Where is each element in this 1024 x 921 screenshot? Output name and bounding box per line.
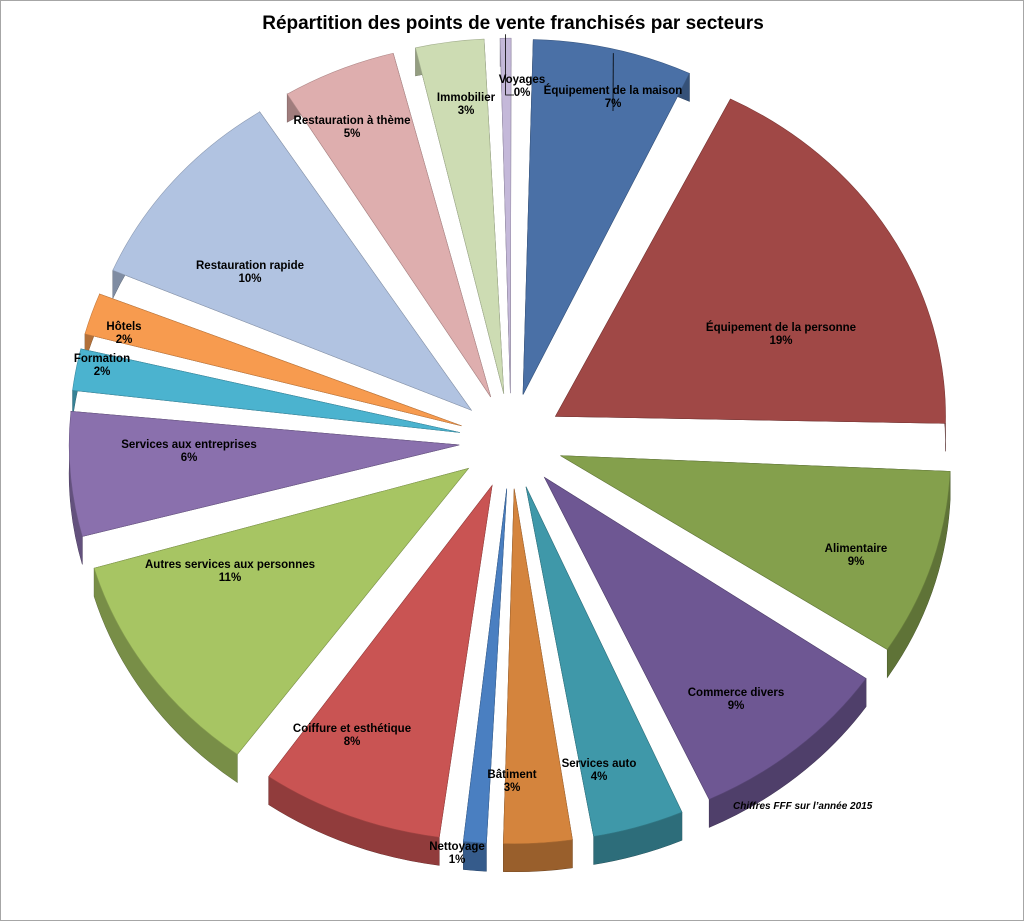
- slice-rim-7: [268, 776, 440, 866]
- slice-label: Services aux entreprises: [121, 439, 257, 451]
- slice-services-aux-entreprises: [68, 411, 460, 537]
- chart-title: Répartition des points de vente franchis…: [262, 13, 764, 34]
- slice-coiffure-et-esthétique: [268, 484, 493, 838]
- slice-value-label: 8%: [344, 736, 361, 748]
- slice-alimentaire: [560, 455, 951, 650]
- slice-rim-5: [503, 839, 573, 872]
- slice-value-label: 3%: [504, 782, 521, 794]
- slice-formation: [72, 348, 460, 433]
- slice-value-label: 2%: [116, 334, 133, 346]
- slice-value-label: 9%: [848, 556, 865, 568]
- slice-value-label: 0%: [514, 87, 531, 99]
- slice-immobilier: [415, 38, 505, 394]
- slice-value-label: 9%: [728, 700, 745, 712]
- slice-label: Voyages: [499, 74, 545, 86]
- slice-hôtels: [84, 293, 462, 427]
- slice-value-label: 10%: [238, 273, 261, 285]
- slice-value-label: 5%: [344, 128, 361, 140]
- slice-label: Immobilier: [437, 92, 496, 104]
- slice-value-label: 4%: [591, 771, 608, 783]
- slice-équipement-de-la-personne: [555, 98, 946, 424]
- slice-label: Coiffure et esthétique: [293, 723, 411, 735]
- slice-value-label: 3%: [458, 105, 475, 117]
- slice-label: Commerce divers: [688, 687, 785, 699]
- slice-label: Bâtiment: [487, 769, 536, 781]
- slice-rim-3: [709, 678, 867, 828]
- slice-rim-8: [94, 568, 238, 783]
- slice-services-auto: [525, 486, 683, 837]
- slice-label: Équipement de la personne: [706, 321, 856, 334]
- slice-label: Restauration rapide: [196, 260, 304, 272]
- slice-label: Autres services aux personnes: [145, 559, 315, 571]
- slice-value-label: 2%: [94, 366, 111, 378]
- slice-top-layer: [68, 37, 951, 845]
- slice-label: Restauration à thème: [294, 115, 411, 127]
- slice-value-label: 19%: [769, 335, 792, 347]
- slice-restauration-rapide: [112, 111, 473, 411]
- slice-value-label: 6%: [181, 452, 198, 464]
- slice-autres-services-aux-personnes: [93, 467, 470, 755]
- slice-bâtiment: [503, 488, 573, 845]
- slice-value-label: 11%: [219, 572, 241, 584]
- chart-footnote: Chiffres FFF sur l’année 2015: [733, 801, 873, 812]
- slice-label: Services auto: [562, 758, 637, 770]
- slice-nettoyage: [463, 488, 508, 844]
- slice-label: Hôtels: [106, 321, 141, 333]
- voyages-leader-line: [505, 34, 514, 96]
- slice-label: Nettoyage: [429, 841, 485, 853]
- slice-équipement-de-la-maison: [522, 39, 690, 395]
- slice-restauration-à-thème: [286, 52, 491, 398]
- slice-label: Formation: [74, 353, 130, 365]
- slice-label: Alimentaire: [825, 543, 888, 555]
- slice-rim-6: [463, 841, 487, 872]
- slice-value-label: 1%: [449, 854, 466, 866]
- slice-rim-4: [593, 812, 682, 865]
- slice-rim-9: [69, 411, 83, 565]
- slice-commerce-divers: [543, 476, 867, 800]
